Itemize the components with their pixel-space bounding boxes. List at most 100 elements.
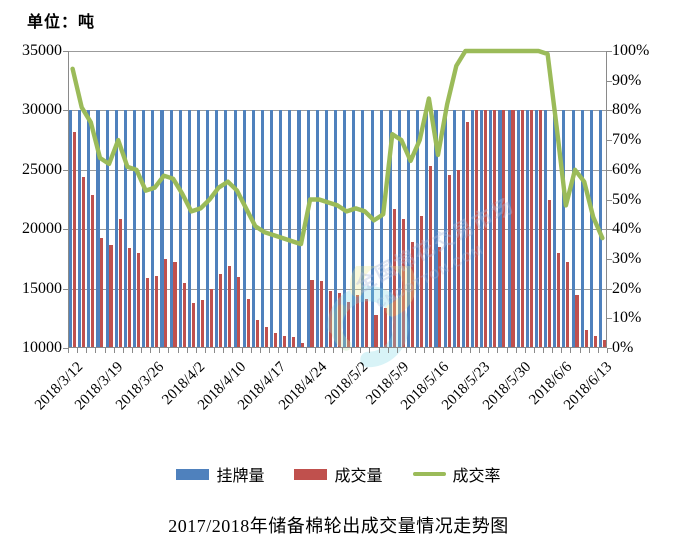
x-axis-tick: [278, 348, 280, 353]
left-axis-tick-label: 25000: [22, 160, 62, 178]
x-axis-tick: [159, 348, 161, 353]
x-axis-tick: [86, 348, 88, 353]
rate-polyline: [70, 48, 605, 247]
deal-volume-bar: [246, 299, 250, 348]
deal-volume-bar: [209, 288, 214, 348]
bar-group: [168, 51, 177, 348]
deal-volume-bar: [155, 275, 159, 348]
left-axis-line: [68, 51, 69, 348]
deal-volume-bar: [136, 252, 140, 348]
x-axis-tick: [113, 348, 115, 353]
bar-group: [369, 51, 378, 348]
left-axis-tick-label: 30000: [22, 101, 62, 119]
x-axis-tick: [497, 348, 499, 353]
deal-volume-bar: [456, 169, 460, 348]
right-axis-tick-label: 30%: [612, 249, 642, 267]
legend-label: 挂牌量: [216, 468, 265, 485]
deal-volume-bar: [383, 307, 387, 348]
right-axis-tick-label: 50%: [612, 190, 642, 208]
listed-volume-bar: [452, 110, 456, 348]
right-axis-tick-label: 60%: [612, 160, 642, 178]
deal-volume-bar: [484, 110, 488, 348]
chart-title: 2017/2018年储备棉轮出成交量情况走势图: [168, 516, 509, 536]
x-axis-tick: [424, 348, 426, 353]
listed-volume-bar: [407, 110, 411, 348]
bar-group: [306, 51, 315, 348]
x-axis-tick: [433, 348, 435, 353]
right-axis-tick: [607, 80, 612, 82]
deal-volume-bar: [219, 274, 223, 348]
bar-group: [479, 51, 488, 348]
x-axis-tick: [186, 348, 188, 353]
bar-group: [470, 51, 479, 348]
x-axis-tick: [406, 348, 408, 353]
listed-volume-bar: [471, 110, 475, 348]
bar-group: [424, 51, 433, 348]
bar-group: [351, 51, 360, 348]
x-axis-tick: [332, 348, 334, 353]
deal-volume-bar: [548, 199, 552, 348]
listed-volume-bar: [571, 110, 575, 348]
listed-volume-bar: [160, 110, 164, 348]
deal-volume-bar: [502, 110, 506, 348]
right-axis-tick: [607, 288, 612, 290]
left-axis-tick: [63, 51, 68, 52]
deal-volume-bar: [292, 337, 296, 348]
deal-volume-bar: [365, 299, 369, 348]
listed-volume-bar: [397, 110, 402, 348]
deal-volume-bar: [429, 166, 433, 348]
legend-line-swatch: [412, 472, 446, 476]
listed-volume-bar: [525, 110, 529, 348]
x-axis-tick: [77, 348, 79, 353]
x-axis-tick: [387, 348, 389, 353]
left-axis-tick-label: 10000: [22, 339, 62, 356]
left-axis-tick: [63, 110, 68, 112]
x-axis-tick: [543, 348, 545, 353]
gridline: [68, 169, 607, 171]
listed-volume-bar: [480, 110, 484, 348]
listed-volume-bar: [78, 110, 82, 348]
deal-volume-bar: [474, 110, 478, 348]
right-axis-tick-label: 0%: [612, 339, 634, 356]
listed-volume-bar: [352, 110, 356, 348]
bottom-axis-line: [68, 347, 607, 348]
gridline: [68, 51, 607, 52]
bar-group: [507, 51, 516, 348]
x-axis-tick: [442, 348, 444, 353]
x-axis-tick: [250, 348, 252, 353]
listed-volume-bar: [187, 110, 191, 348]
x-axis-tick: [488, 348, 490, 353]
deal-volume-bar: [264, 326, 268, 348]
deal-volume-bar: [273, 332, 278, 348]
bar-group: [123, 51, 132, 348]
legend-bar-swatch: [176, 468, 210, 480]
x-axis-tick: [68, 348, 69, 353]
deal-volume-bar: [401, 218, 405, 348]
right-axis-tick: [607, 348, 612, 349]
deal-volume-bar: [347, 302, 351, 348]
deal-volume-bar: [255, 319, 259, 348]
deal-volume-bar: [575, 294, 579, 348]
x-axis-tick: [205, 348, 207, 353]
listed-volume-bar: [443, 110, 447, 348]
x-axis-tick: [104, 348, 106, 353]
x-axis-tick: [351, 348, 353, 353]
right-axis-tick: [607, 110, 612, 112]
right-axis-tick-label: 10%: [612, 309, 642, 327]
listed-volume-bar: [416, 110, 420, 348]
right-axis-tick: [607, 258, 612, 260]
x-axis-tick: [396, 348, 398, 353]
x-axis-tick: [168, 348, 170, 353]
bar-group: [251, 51, 260, 348]
deal-volume-bar: [109, 244, 113, 348]
listed-volume-bar: [306, 110, 310, 348]
bar-group: [178, 51, 187, 348]
listed-volume-bar: [105, 110, 109, 348]
bar-group: [397, 51, 406, 348]
bar-group: [379, 51, 388, 348]
bar-group: [461, 51, 470, 348]
bar-group: [360, 51, 369, 348]
listed-volume-bar: [589, 110, 593, 348]
bar-group: [443, 51, 452, 348]
